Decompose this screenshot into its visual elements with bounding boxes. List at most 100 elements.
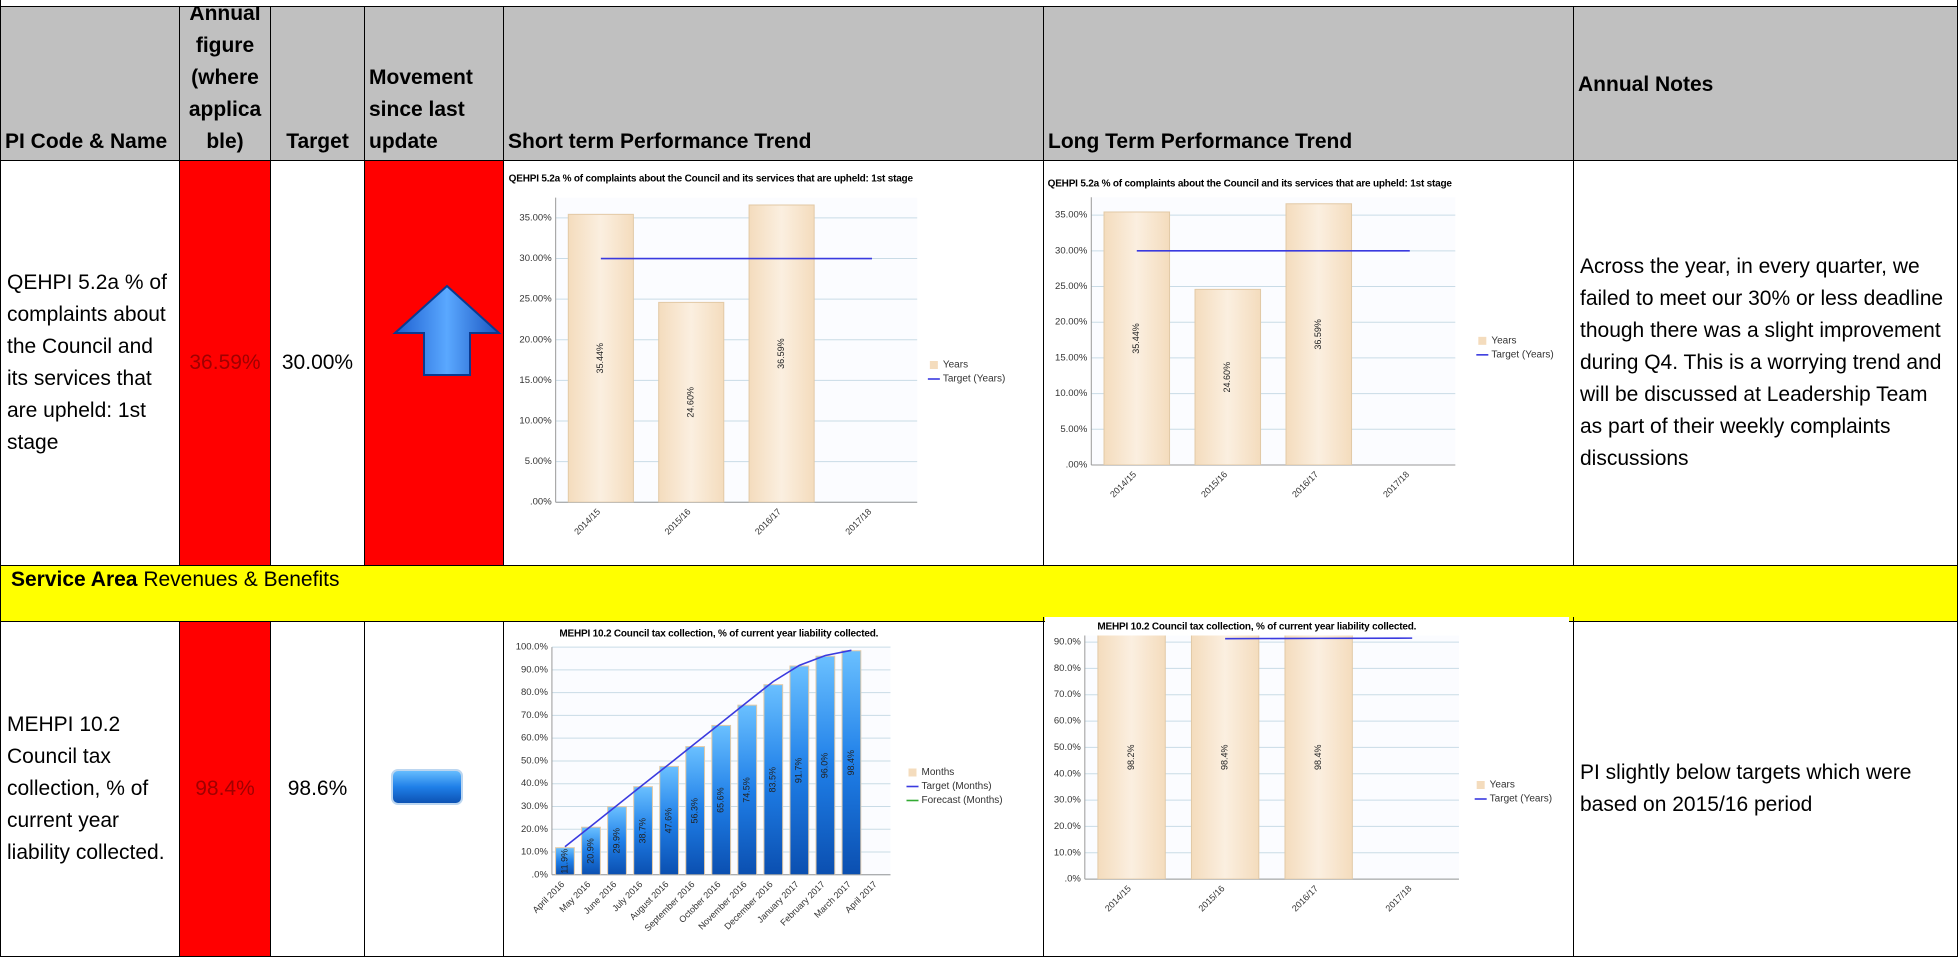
- plot: [1097, 635, 1413, 880]
- x-tick-label: 2014/15: [1103, 883, 1133, 913]
- value-label: 83.5%: [768, 767, 778, 793]
- bar: [763, 684, 784, 875]
- bar: [1190, 635, 1260, 880]
- x-tick-label: 2017/18: [843, 507, 873, 537]
- y-tick-label: 35.00%: [519, 212, 552, 223]
- legend-label: Target (Years): [943, 374, 1005, 385]
- value-label: 98.4%: [1313, 745, 1323, 771]
- plot: [1103, 203, 1410, 466]
- service-area-row: Service Area Revenues & Benefits: [0, 565, 1958, 622]
- y-tick-label: 60.0%: [521, 733, 548, 744]
- value-label: 24.60%: [1222, 362, 1232, 393]
- value-label: 96.0%: [820, 753, 830, 779]
- legend-label: Months: [922, 767, 955, 778]
- legend-label: Years: [943, 360, 968, 371]
- y-tick-label: 25.00%: [1055, 281, 1088, 292]
- y-tick-label: 15.00%: [1055, 352, 1088, 363]
- long-term-chart: MEHPI 10.2 Council tax collection, % of …: [1045, 617, 1569, 953]
- bar: [567, 213, 634, 503]
- x-tick-label: 2016/17: [1290, 883, 1320, 913]
- chart-title: MEHPI 10.2 Council tax collection, % of …: [1097, 622, 1416, 633]
- chart-title: MEHPI 10.2 Council tax collection, % of …: [559, 629, 878, 640]
- target: 98.6%: [270, 621, 365, 957]
- bar: [555, 847, 575, 875]
- value-label: 47.6%: [663, 808, 673, 834]
- long-term-cell: QEHPI 5.2a % of complaints about the Cou…: [1043, 160, 1574, 566]
- bar: [711, 724, 732, 875]
- y-tick-label: .00%: [1066, 460, 1088, 471]
- y-tick-label: 20.0%: [521, 824, 548, 835]
- annual-figure: 36.59%: [179, 160, 271, 566]
- y-tick-label: 40.0%: [521, 778, 548, 789]
- y-tick-label: .0%: [1064, 874, 1081, 885]
- y-tick-label: 30.00%: [519, 253, 552, 264]
- short-term-cell: MEHPI 10.2 Council tax collection, % of …: [503, 621, 1044, 957]
- legend-swatch: [1476, 781, 1485, 789]
- y-tick-label: 20.00%: [519, 334, 552, 345]
- y-tick-label: 35.00%: [1055, 210, 1088, 221]
- value-label: 29.9%: [611, 828, 621, 854]
- legend-swatch: [1478, 336, 1487, 345]
- value-label: 11.9%: [559, 849, 569, 874]
- legend-label: Years: [1491, 335, 1516, 346]
- pi-name: MEHPI 10.2 Council tax collection, % of …: [0, 621, 180, 957]
- y-tick-label: 70.0%: [1054, 689, 1081, 700]
- bar: [658, 301, 725, 503]
- value-label: 36.59%: [776, 338, 786, 369]
- bar: [737, 704, 758, 875]
- legend-label: Target (Months): [922, 781, 992, 792]
- y-tick-label: 15.00%: [519, 375, 552, 386]
- value-label: 74.5%: [742, 777, 752, 803]
- value-label: 91.7%: [794, 758, 804, 784]
- no-change-icon: [391, 769, 463, 805]
- y-tick-label: 90.0%: [1054, 637, 1081, 648]
- y-tick-label: 10.0%: [521, 847, 548, 858]
- legend-label: Target (Years): [1491, 349, 1553, 360]
- x-tick-label: 2017/18: [1384, 883, 1414, 913]
- y-tick-label: 80.0%: [1054, 663, 1081, 674]
- header-cell: Annual figure (where applicable): [179, 6, 271, 161]
- x-tick-label: 2016/17: [1290, 469, 1320, 499]
- value-label: 98.4%: [1220, 745, 1230, 771]
- short-term-cell: QEHPI 5.2a % of complaints about the Cou…: [503, 160, 1044, 566]
- legend-label: Forecast (Months): [922, 795, 1003, 806]
- y-tick-label: 25.00%: [519, 294, 552, 305]
- long-term-chart: QEHPI 5.2a % of complaints about the Cou…: [1045, 174, 1571, 562]
- y-tick-label: 30.0%: [521, 801, 548, 812]
- value-label: 38.7%: [637, 818, 647, 844]
- legend-swatch: [908, 768, 917, 777]
- annual-notes: Across the year, in every quarter, we fa…: [1573, 160, 1958, 566]
- value-label: 98.2%: [1126, 745, 1136, 771]
- value-label: 35.44%: [595, 343, 605, 374]
- y-tick-label: 20.00%: [1055, 317, 1088, 328]
- value-label: 20.9%: [585, 838, 595, 864]
- target-line: [1225, 637, 1413, 640]
- plot: [567, 204, 872, 503]
- y-tick-label: 30.00%: [1055, 245, 1088, 256]
- chart-title: QEHPI 5.2a % of complaints about the Cou…: [1048, 179, 1453, 190]
- y-tick-label: 40.0%: [1054, 768, 1081, 779]
- bar: [633, 786, 653, 875]
- legend-label: Target (Years): [1490, 794, 1552, 805]
- bar: [685, 746, 706, 875]
- y-tick-label: .00%: [530, 497, 552, 508]
- bar: [748, 204, 815, 503]
- service-area-name: Revenues & Benefits: [143, 568, 340, 591]
- service-area-label: Service Area: [11, 568, 138, 591]
- annual-figure: 98.4%: [179, 621, 271, 957]
- header-cell: Annual Notes: [1573, 6, 1958, 161]
- pi-name: QEHPI 5.2a % of complaints about the Cou…: [0, 160, 180, 566]
- up-arrow-icon: [392, 284, 502, 376]
- x-tick-label: 2015/16: [663, 507, 693, 537]
- y-tick-label: 5.00%: [1060, 424, 1087, 435]
- legend-label: Years: [1490, 780, 1515, 791]
- header-cell: Movement since last update: [364, 6, 504, 161]
- x-tick-label: 2017/18: [1381, 469, 1411, 499]
- y-tick-label: 50.0%: [1054, 742, 1081, 753]
- target: 30.00%: [270, 160, 365, 566]
- movement-cell: [364, 160, 504, 566]
- y-tick-label: 10.00%: [519, 415, 552, 426]
- value-label: 56.3%: [690, 798, 700, 824]
- short-term-chart: MEHPI 10.2 Council tax collection, % of …: [506, 624, 1040, 954]
